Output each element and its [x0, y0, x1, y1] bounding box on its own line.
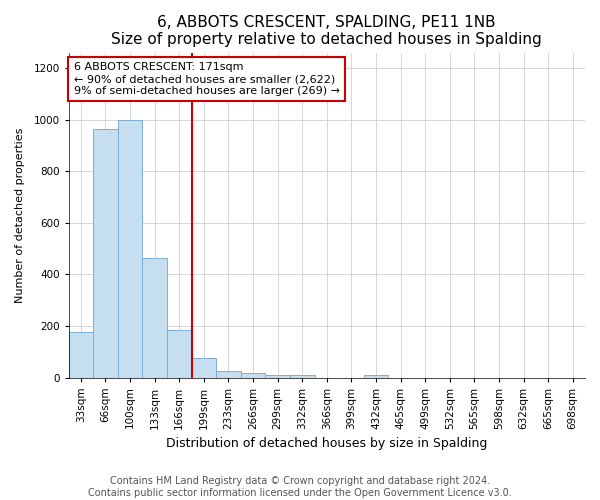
X-axis label: Distribution of detached houses by size in Spalding: Distribution of detached houses by size …	[166, 437, 487, 450]
Bar	[191, 358, 216, 378]
Bar	[118, 120, 142, 378]
Bar	[216, 371, 241, 378]
Bar	[167, 330, 191, 378]
Bar	[93, 129, 118, 378]
Bar	[241, 373, 265, 378]
Bar	[68, 332, 93, 378]
Bar	[364, 375, 388, 378]
Y-axis label: Number of detached properties: Number of detached properties	[15, 128, 25, 303]
Text: 6 ABBOTS CRESCENT: 171sqm
← 90% of detached houses are smaller (2,622)
9% of sem: 6 ABBOTS CRESCENT: 171sqm ← 90% of detac…	[74, 62, 340, 96]
Text: Contains HM Land Registry data © Crown copyright and database right 2024.
Contai: Contains HM Land Registry data © Crown c…	[88, 476, 512, 498]
Bar	[265, 375, 290, 378]
Bar	[142, 258, 167, 378]
Title: 6, ABBOTS CRESCENT, SPALDING, PE11 1NB
Size of property relative to detached hou: 6, ABBOTS CRESCENT, SPALDING, PE11 1NB S…	[112, 15, 542, 48]
Bar	[290, 376, 314, 378]
